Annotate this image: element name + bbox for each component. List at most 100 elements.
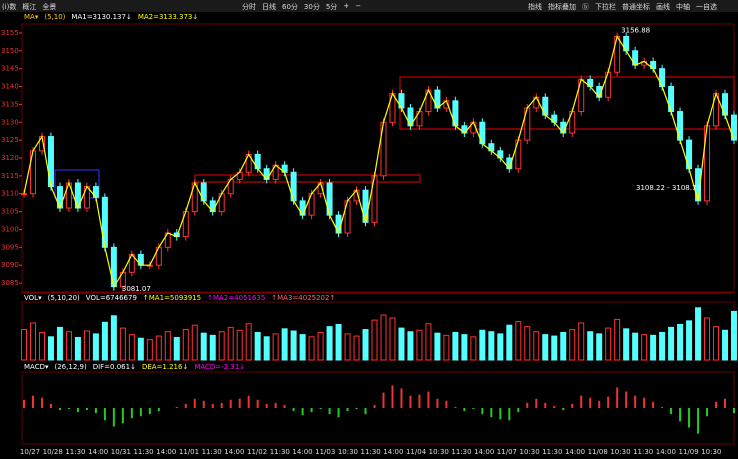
macd-bar xyxy=(643,397,646,408)
label[interactable]: − xyxy=(355,2,362,10)
label[interactable]: 分时 xyxy=(242,3,256,11)
label[interactable]: 概江 xyxy=(22,3,37,11)
volume-bar xyxy=(461,334,468,361)
close-line xyxy=(23,34,735,289)
label[interactable]: 日线 xyxy=(262,3,276,11)
macd-bar xyxy=(598,400,601,408)
macd-bar xyxy=(220,402,223,408)
y-tick-label: 3135 xyxy=(1,100,19,108)
volume-bar xyxy=(731,310,737,361)
volume-bar xyxy=(173,337,180,361)
time-label: 11:30 xyxy=(133,448,153,456)
volume-bar xyxy=(632,332,639,361)
label[interactable]: 画线 xyxy=(656,3,670,11)
macd-bar xyxy=(508,408,511,421)
label[interactable]: 普通坐标 xyxy=(622,3,650,11)
macd-bar xyxy=(103,408,106,421)
volume-bar xyxy=(119,327,126,361)
macd-bar xyxy=(733,408,735,414)
volume-bar xyxy=(101,321,108,361)
label[interactable]: 中轴 xyxy=(676,3,690,11)
label[interactable]: 30分 xyxy=(303,3,320,11)
volume-bar xyxy=(488,331,495,361)
macd-bar xyxy=(274,402,277,408)
macd-bar xyxy=(607,396,610,408)
y-tick-label: 3155 xyxy=(1,29,19,37)
macd-bar xyxy=(301,408,304,416)
macd-bar xyxy=(580,395,583,408)
label: ↑MA1=5093915 xyxy=(142,294,202,302)
label: MACD=-2.31↓ xyxy=(194,363,246,371)
macd-bar xyxy=(40,397,43,408)
volume-bar xyxy=(83,330,90,361)
label: VOL=6746679 xyxy=(85,294,137,302)
time-label: 11/03 xyxy=(315,448,335,456)
macd-bar xyxy=(400,388,403,408)
macd-bar xyxy=(247,395,250,408)
volume-bar xyxy=(605,327,612,361)
volume-bar xyxy=(38,331,45,361)
volume-bar xyxy=(551,335,558,361)
volume-bar xyxy=(470,336,477,361)
macd-bar xyxy=(121,408,124,424)
label: VOL▾ xyxy=(24,294,42,302)
label[interactable]: 指标叠加 xyxy=(548,3,576,11)
volume-bar xyxy=(47,336,54,361)
volume-bar xyxy=(398,327,405,361)
macd-bar xyxy=(517,408,520,413)
macd-bar xyxy=(535,398,538,408)
macd-bar xyxy=(157,408,160,412)
label: (5,10,20) xyxy=(47,294,80,302)
label[interactable]: ⓑ xyxy=(582,3,589,11)
label[interactable]: 60分 xyxy=(282,3,298,11)
y-tick-label: 3130 xyxy=(1,118,19,126)
volume-bar xyxy=(578,322,585,361)
volume-bar xyxy=(371,319,378,361)
macd-bar xyxy=(481,408,484,415)
red-box xyxy=(399,76,735,130)
volume-bar xyxy=(299,334,306,361)
volume-bar xyxy=(254,331,261,361)
volume-bar xyxy=(290,330,297,361)
label[interactable]: 一自选 xyxy=(696,3,717,11)
time-label: 11/09 xyxy=(678,448,698,456)
y-tick-label: 3110 xyxy=(1,190,19,198)
macd-bar xyxy=(490,408,493,418)
macd-bar xyxy=(337,408,340,418)
macd-bar xyxy=(373,404,376,408)
label[interactable]: 下拉栏 xyxy=(595,3,616,11)
label[interactable]: (i)数 xyxy=(2,3,17,11)
label[interactable]: 5分 xyxy=(325,3,338,11)
volume-bar xyxy=(533,331,540,361)
label[interactable]: 指线 xyxy=(528,3,542,11)
volume-bar xyxy=(218,331,225,361)
macd-bar xyxy=(49,403,52,408)
volume-bar xyxy=(155,335,162,361)
volume-bar xyxy=(443,334,450,361)
volume-bar xyxy=(236,329,243,361)
label[interactable]: 全景 xyxy=(42,3,57,11)
macd-bar xyxy=(463,408,466,412)
volume-bar xyxy=(641,334,648,361)
volume-bar xyxy=(380,314,387,361)
macd-bar xyxy=(706,408,709,417)
label: (26,12,9) xyxy=(54,363,87,371)
macd-bar xyxy=(94,408,97,414)
volume-bar xyxy=(434,332,441,361)
time-label: 10:30 xyxy=(701,448,721,456)
macd-bar xyxy=(445,400,448,408)
macd-bar xyxy=(472,408,475,410)
time-label: 14:00 xyxy=(565,448,585,456)
volume-bar xyxy=(110,315,117,361)
macd-bar xyxy=(85,408,88,411)
macd-header: MACD▾ (26,12,9) DIF=0.061↓ DEA=1.216↓ MACD=-… xyxy=(24,363,245,371)
time-label: 14:00 xyxy=(156,448,176,456)
volume-bar xyxy=(128,334,135,361)
label[interactable]: + xyxy=(343,2,350,10)
y-tick-label: 3150 xyxy=(1,47,19,55)
y-tick-label: 3090 xyxy=(1,261,19,269)
volume-bar xyxy=(227,326,234,361)
macd-bar xyxy=(139,408,142,417)
time-label: 11:30 xyxy=(361,448,381,456)
toolbar-left: (i)数 概江 全景 xyxy=(2,2,56,12)
